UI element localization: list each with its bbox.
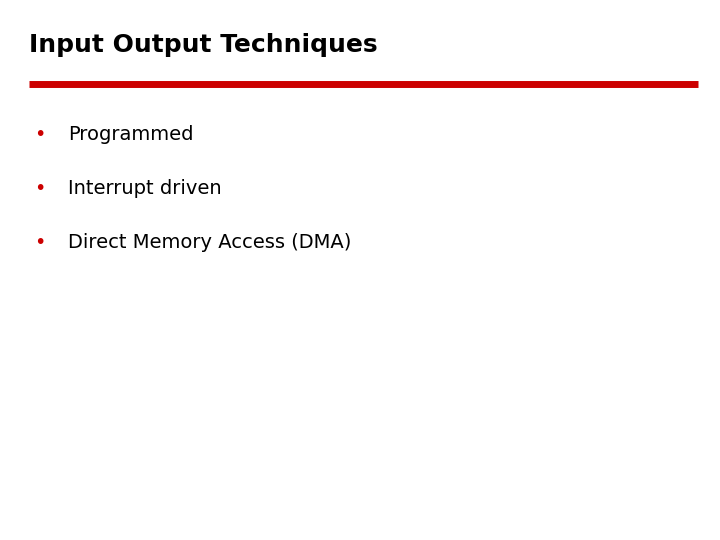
Text: •: • <box>34 125 45 145</box>
Text: Interrupt driven: Interrupt driven <box>68 179 222 199</box>
Text: Direct Memory Access (DMA): Direct Memory Access (DMA) <box>68 233 352 253</box>
Text: •: • <box>34 233 45 253</box>
Text: •: • <box>34 179 45 199</box>
Text: Programmed: Programmed <box>68 125 194 145</box>
Text: Input Output Techniques: Input Output Techniques <box>29 33 377 57</box>
